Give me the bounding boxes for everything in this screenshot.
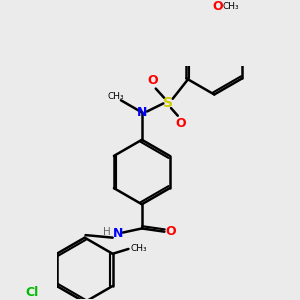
Text: CH₃: CH₃ — [222, 2, 239, 11]
Text: O: O — [165, 225, 176, 238]
Text: O: O — [147, 74, 158, 87]
Text: CH₃: CH₃ — [130, 244, 147, 253]
Text: Cl: Cl — [26, 286, 39, 299]
Text: S: S — [163, 96, 172, 110]
Text: N: N — [137, 106, 147, 119]
Text: O: O — [176, 117, 187, 130]
Text: H: H — [103, 227, 111, 237]
Text: N: N — [112, 227, 123, 240]
Text: CH₃: CH₃ — [107, 92, 124, 101]
Text: O: O — [212, 0, 223, 13]
